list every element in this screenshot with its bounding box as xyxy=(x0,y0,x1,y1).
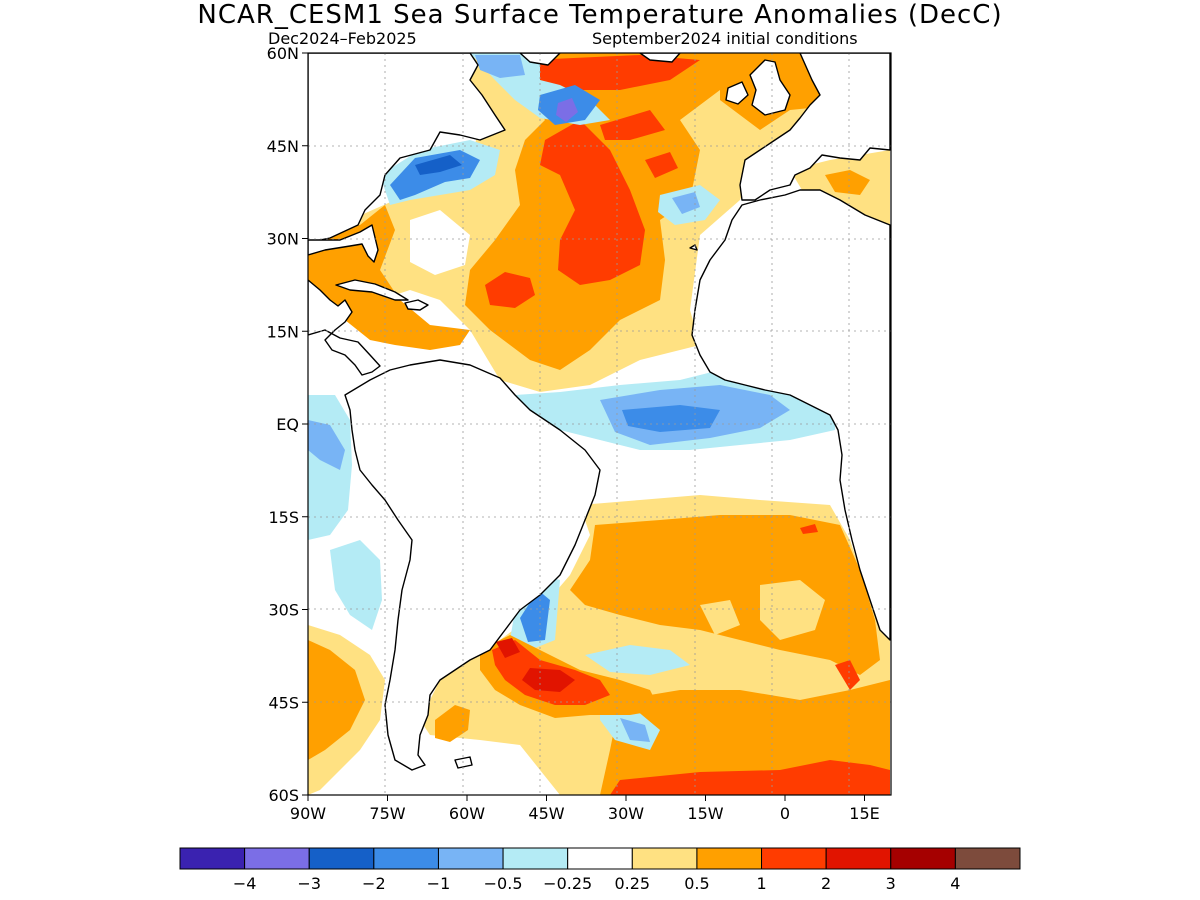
legend-label: 0.5 xyxy=(684,874,709,893)
lat-tick-label: 30S xyxy=(268,601,299,620)
map-area xyxy=(308,53,891,795)
legend-label: −3 xyxy=(297,874,321,893)
land-britain xyxy=(749,59,791,116)
legend-label: 3 xyxy=(886,874,896,893)
anomaly-region-azores-blue xyxy=(672,192,700,214)
lon-tick-label: 15E xyxy=(849,804,879,823)
map-title: NCAR_CESM1 Sea Surface Temperature Anoma… xyxy=(197,0,1003,30)
anomaly-region-na-hot-4 xyxy=(600,110,665,140)
anomaly-region-na-hot-3 xyxy=(530,55,700,90)
longitude-axis: 90W 75W 60W 45W 30W 15W 0 15E xyxy=(290,795,880,823)
lon-tick-label: 90W xyxy=(290,804,326,823)
land-masses xyxy=(308,53,891,771)
anomaly-region-sa-cold-patch xyxy=(585,645,690,675)
anomaly-region-chile-cold xyxy=(330,540,382,630)
legend-swatch xyxy=(696,847,763,870)
legend-label: −2 xyxy=(362,874,386,893)
latitude-axis: 60N 45N 30N 15N EQ 15S 30S 45S 60S xyxy=(267,44,308,805)
legend-swatch xyxy=(244,847,310,870)
legend-swatch xyxy=(631,847,698,870)
land-central-america xyxy=(308,279,381,376)
land-florida xyxy=(308,224,379,263)
lat-tick-label: 60S xyxy=(268,786,299,805)
legend-swatch xyxy=(825,847,892,870)
anomaly-region-gulfstream-core xyxy=(415,155,462,175)
anomaly-region-labrador-deep xyxy=(556,98,578,122)
legend-swatch xyxy=(373,847,439,870)
anomaly-region-sa-light-patch xyxy=(760,580,825,640)
lon-tick-label: 75W xyxy=(369,804,405,823)
anomaly-region-bm-core xyxy=(522,668,575,692)
lat-tick-label: 15N xyxy=(267,322,299,341)
land-south-america xyxy=(344,359,601,771)
legend-label: −1 xyxy=(427,874,451,893)
anomaly-region-brazil-blue xyxy=(520,590,550,642)
land-hispaniola xyxy=(404,299,429,311)
land-ireland xyxy=(725,81,749,105)
anomaly-region-patagonia-warm xyxy=(435,705,470,742)
legend-swatch xyxy=(179,847,246,870)
legend-label: −4 xyxy=(233,874,257,893)
land-africa xyxy=(691,189,891,641)
anomaly-region-na-hot-2 xyxy=(485,272,535,308)
anomaly-region-bm-core-2 xyxy=(496,638,520,658)
lat-tick-label: 30N xyxy=(267,230,299,249)
lat-tick-label: 45N xyxy=(267,137,299,156)
land-north-america xyxy=(308,53,506,243)
anomaly-region-pacific-blue xyxy=(308,420,345,470)
anomaly-region-angola-red xyxy=(800,524,818,534)
lon-tick-label: 60W xyxy=(449,804,485,823)
lat-tick-label: 15S xyxy=(268,508,299,527)
legend-swatch xyxy=(308,847,375,870)
lon-tick-label: 0 xyxy=(780,804,790,823)
legend-label: 4 xyxy=(950,874,960,893)
anomaly-region-labrador-blue xyxy=(475,55,525,78)
land-europe xyxy=(739,53,891,201)
anomaly-region-benguela-red xyxy=(835,660,860,690)
lat-tick-label: 45S xyxy=(268,693,299,712)
lat-tick-label: 60N xyxy=(267,44,299,63)
lat-tick-label: EQ xyxy=(276,415,299,434)
legend-label: −0.5 xyxy=(484,874,523,893)
graticule xyxy=(308,53,891,795)
anomaly-region-med-orange xyxy=(825,170,870,195)
color-legend: −4 −3 −2 −1 −0.5 −0.25 0.25 0.5 1 2 3 4 xyxy=(179,847,1021,893)
land-falklands xyxy=(454,756,473,769)
legend-label: 0.25 xyxy=(614,874,650,893)
legend-label: 1 xyxy=(756,874,766,893)
legend-swatch xyxy=(502,847,569,870)
anomaly-region-eq-core xyxy=(622,405,720,432)
anomaly-region-sa-orange xyxy=(570,515,880,675)
land-cuba xyxy=(335,279,409,301)
land-iceland xyxy=(639,53,681,63)
anomaly-region-na-hot-5 xyxy=(645,152,678,178)
anomaly-fields xyxy=(308,53,890,795)
legend-swatch xyxy=(954,847,1021,870)
anomaly-region-mid-white xyxy=(410,210,470,275)
legend-label: −0.25 xyxy=(543,874,592,893)
legend-label: 2 xyxy=(821,874,831,893)
legend-swatch xyxy=(567,847,633,870)
legend-swatch xyxy=(890,847,956,870)
lon-tick-label: 45W xyxy=(528,804,564,823)
anomaly-region-so-red xyxy=(610,760,890,795)
anomaly-region-sw-orange xyxy=(308,640,365,760)
legend-swatch xyxy=(761,847,827,870)
lon-tick-label: 15W xyxy=(687,804,723,823)
anomaly-region-na-hot xyxy=(540,120,645,285)
lon-tick-label: 30W xyxy=(608,804,644,823)
anomaly-region-sa-blue-patch xyxy=(620,718,650,742)
forecast-period: Dec2024–Feb2025 xyxy=(268,29,417,48)
legend-swatch xyxy=(437,847,504,870)
initial-conditions: September2024 initial conditions xyxy=(592,29,858,48)
